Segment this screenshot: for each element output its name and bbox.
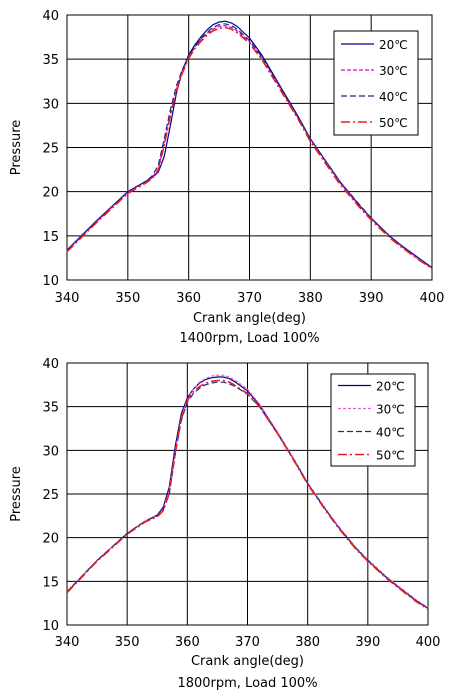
legend: 20℃ 30℃ 40℃ 50℃	[330, 373, 416, 467]
legend-label: 30℃	[379, 64, 408, 78]
x-tick-label: 350	[115, 635, 140, 650]
y-axis-label: Pressure	[9, 120, 24, 176]
series-line-4	[66, 26, 433, 270]
x-tick-label: 390	[355, 635, 380, 650]
x-axis-label: Crank angle(deg)	[193, 311, 306, 326]
y-tick-label: 40	[42, 357, 59, 372]
legend-label: 40℃	[379, 90, 408, 104]
series-line-4	[66, 379, 429, 610]
y-tick-label: 20	[42, 532, 59, 547]
y-tick-label: 15	[42, 575, 59, 590]
plot-area	[66, 362, 429, 626]
series-line-3	[66, 23, 433, 269]
y-tick-label: 30	[42, 444, 59, 459]
x-tick-label: 400	[420, 291, 445, 306]
x-tick-label: 370	[235, 635, 260, 650]
legend-label: 40℃	[376, 426, 405, 440]
x-tick-label: 340	[55, 635, 80, 650]
x-tick-label: 400	[416, 635, 441, 650]
legend-label: 20℃	[379, 38, 408, 52]
legend-label: 50℃	[376, 449, 405, 463]
y-tick-label: 15	[42, 230, 59, 245]
x-tick-label: 360	[176, 291, 201, 306]
x-tick-label: 360	[175, 635, 200, 650]
x-tick-label: 380	[295, 635, 320, 650]
y-tick-label: 20	[42, 186, 59, 201]
y-tick-label: 40	[42, 9, 59, 24]
plot-area	[66, 14, 433, 281]
legend: 20℃ 30℃ 40℃ 50℃	[333, 30, 419, 136]
x-tick-label: 340	[55, 291, 80, 306]
legend-label: 20℃	[376, 380, 405, 394]
y-axis-label: Pressure	[9, 466, 24, 522]
legend-label: 30℃	[376, 403, 405, 417]
y-tick-label: 35	[42, 53, 59, 68]
legend-label: 50℃	[379, 116, 408, 130]
chart-1800rpm: 340 350 360 370 380 390 400 10 15 20 25 30 35 40 Crank…	[9, 357, 440, 691]
chart-caption: 1400rpm, Load 100%	[179, 331, 319, 346]
x-tick-label: 380	[298, 291, 323, 306]
x-tick-label: 390	[359, 291, 384, 306]
y-tick-label: 10	[42, 619, 59, 634]
chart-1400rpm: 340 350 360 370 380 390 400 10 15 20 25 30 35 40 Crank…	[9, 9, 444, 346]
chart-caption: 1800rpm, Load 100%	[177, 676, 317, 691]
legend-box	[333, 30, 419, 136]
y-tick-label: 10	[42, 274, 59, 289]
y-tick-label: 35	[42, 401, 59, 416]
y-tick-label: 30	[42, 97, 59, 112]
x-tick-label: 370	[237, 291, 262, 306]
y-tick-label: 25	[42, 142, 59, 157]
legend-box	[330, 373, 416, 467]
y-tick-label: 25	[42, 488, 59, 503]
x-tick-label: 350	[115, 291, 140, 306]
x-axis-label: Crank angle(deg)	[191, 654, 304, 669]
